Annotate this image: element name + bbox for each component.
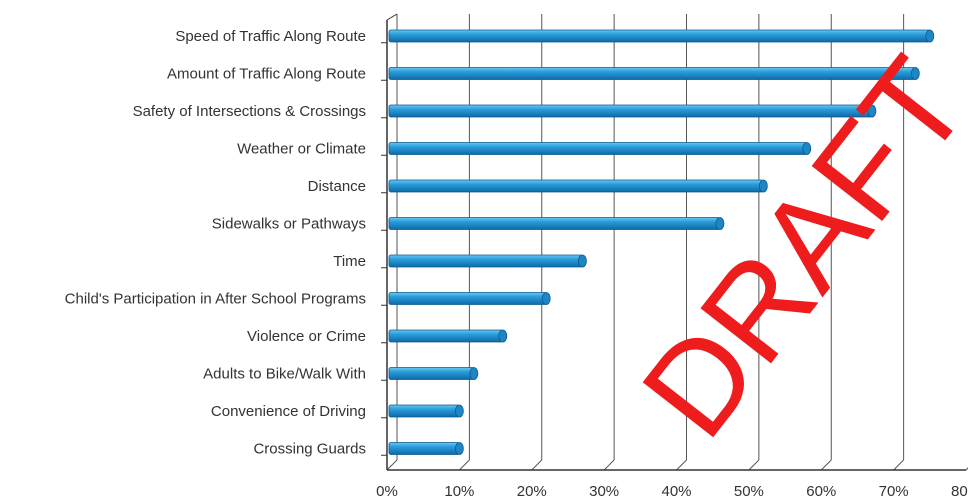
bar [388,179,764,193]
x-tick-labels: 0% 10% 20% 30% 40% 50% 60% 70% 80% [376,483,968,500]
category-label: Amount of Traffic Along Route [167,66,366,83]
gridline-floor [820,459,832,471]
category-label: Speed of Traffic Along Route [175,28,366,45]
category-label: Time [333,253,366,270]
gridlines [386,14,968,471]
axis-depth-line [386,13,398,21]
bar [388,142,808,155]
bar [388,29,931,43]
category-label: Convenience of Driving [211,403,366,420]
category-label: Distance [308,178,366,195]
bar [388,254,583,268]
bar-end-cap [910,67,920,80]
gridline-floor [603,459,615,471]
bar-end-cap [802,142,812,155]
bar-end-cap [541,292,551,305]
bar-end-cap [454,442,464,455]
gridline-floor [893,459,904,471]
axes [381,13,966,471]
category-label: Weather or Climate [237,141,366,158]
x-tick-label: 0% [376,483,398,500]
gridline-floor [459,459,470,471]
bar-end-cap [469,367,479,380]
draft-watermark: DRAFT [614,32,968,463]
x-tick-label: 80% [951,483,968,500]
gridline-floor [531,459,543,471]
bar [388,404,460,418]
bar-end-cap [925,29,935,43]
bars [388,29,935,455]
bar-end-cap [578,254,587,268]
x-tick-label: 20% [517,483,547,500]
category-label: Child's Participation in After School Pr… [65,291,366,308]
x-tick-label: 10% [444,483,474,500]
category-label: Adults to Bike/Walk With [203,366,366,383]
bar-end-cap [867,104,877,118]
bar [388,367,475,380]
bar [388,217,721,230]
x-tick-label: 60% [806,483,836,500]
x-tick-label: 30% [589,483,619,500]
bar-end-cap [715,217,725,230]
gridline-floor [748,459,760,471]
bar [388,104,873,118]
category-labels: Speed of Traffic Along Route Amount of Tr… [65,28,366,458]
x-tick-label: 50% [734,483,764,500]
x-tick-label: 40% [661,483,691,500]
bar [388,292,547,305]
x-tick-label: 70% [879,483,909,500]
gridline-floor [386,459,398,471]
category-label: Violence or Crime [247,328,366,345]
category-label: Safety of Intersections & Crossings [133,103,366,120]
gridline-floor [676,459,687,471]
bar [388,67,916,80]
bar-end-cap [758,179,768,193]
bar [388,442,460,455]
category-label: Crossing Guards [253,441,366,458]
category-label: Sidewalks or Pathways [212,216,366,233]
bar [388,329,504,343]
bar-end-cap [498,329,508,343]
bar-end-cap [454,404,464,418]
